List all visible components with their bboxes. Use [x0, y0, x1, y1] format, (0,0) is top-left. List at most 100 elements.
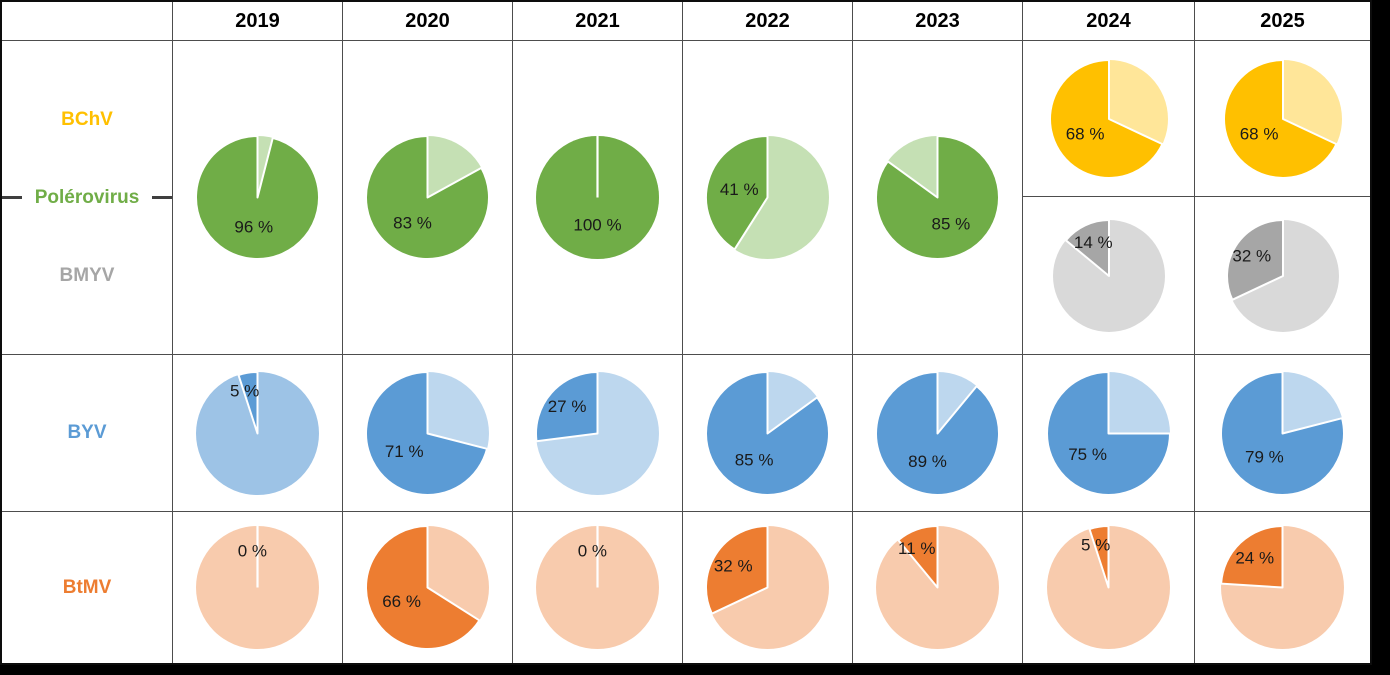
pie-value-label: 0 %	[238, 542, 267, 561]
pie-slice-value	[1225, 218, 1284, 301]
pie-chart-btmv-2019: 0 %	[196, 526, 319, 649]
year-label: 2025	[1260, 9, 1305, 32]
pie-chart-btmv-2021: 0 %	[536, 526, 659, 649]
pie-value-label: 27 %	[548, 397, 587, 416]
pie-cell-byv-2021: 27 %	[513, 355, 683, 512]
header-year-2020: 2020	[343, 2, 513, 41]
pie-value-label: 68 %	[1239, 124, 1278, 143]
header-year-2019: 2019	[173, 2, 343, 41]
pie-value-label: 75 %	[1068, 444, 1107, 463]
pie-value-label: 14 %	[1073, 233, 1112, 252]
pie-chart-polerovirus-2022: 41 %	[705, 135, 829, 259]
pie-chart-bmyv-2024: 14 %	[1052, 218, 1165, 332]
row-label-btmv: BtMV	[62, 576, 112, 598]
pie-slice-value	[1064, 218, 1110, 277]
pie-value-label: 11 %	[898, 539, 936, 558]
pie-chart-btmv-2022: 32 %	[705, 525, 829, 649]
pie-value-label: 32 %	[714, 556, 753, 575]
pie-cell-btmv-2022: 32 %	[683, 512, 853, 663]
year-label: 2020	[405, 9, 450, 32]
pie-cell-polerovirus-2020: 83 %	[343, 41, 513, 355]
pie-value-label: 85 %	[735, 450, 774, 469]
leader-dash-right	[151, 196, 172, 199]
header-year-2025: 2025	[1195, 2, 1370, 41]
pie-value-label: 100 %	[573, 216, 621, 235]
pie-slice-value	[1046, 370, 1171, 496]
pie-value-label: 5 %	[1081, 536, 1110, 555]
pie-slice-value	[1220, 525, 1284, 589]
pie-cell-bchv-2024: 68 %	[1023, 41, 1195, 197]
row-label-byv-cell: BYV	[2, 355, 173, 512]
pie-chart-byv-2025: 79 %	[1220, 370, 1345, 496]
pie-slice-value	[1222, 58, 1337, 179]
row-label-polerovirus-line: Polérovirus	[2, 187, 172, 209]
pie-cell-btmv-2023: 11 %	[853, 512, 1023, 663]
year-label: 2024	[1086, 9, 1131, 32]
row-label-polerovirus: Polérovirus	[34, 186, 140, 208]
pie-cell-polerovirus-2022: 41 %	[683, 41, 853, 355]
pie-cell-btmv-2021: 0 %	[513, 512, 683, 663]
header-year-2023: 2023	[853, 2, 1023, 41]
header-corner-cell	[2, 2, 173, 41]
year-label: 2023	[915, 9, 960, 32]
pie-chart-btmv-2025: 24 %	[1220, 525, 1344, 649]
pie-value-label: 66 %	[382, 592, 421, 611]
pie-slice-value	[875, 135, 1001, 260]
pie-value-label: 5 %	[230, 381, 259, 400]
pie-cell-btmv-2020: 66 %	[343, 512, 513, 663]
pie-slice-value	[365, 370, 489, 496]
pie-cell-byv-2020: 71 %	[343, 355, 513, 512]
pie-slice-value	[195, 135, 320, 260]
pie-value-label: 0 %	[578, 542, 607, 561]
pie-cell-bmyv-2025: 32 %	[1195, 197, 1370, 355]
pie-chart-btmv-2024: 5 %	[1047, 525, 1170, 649]
pie-slice-value	[365, 525, 481, 650]
pie-slice-value	[1088, 525, 1110, 589]
pie-chart-btmv-2020: 66 %	[365, 525, 489, 650]
pie-value-label: 32 %	[1232, 246, 1271, 265]
pie-slice-value	[1220, 370, 1345, 496]
pie-cell-byv-2023: 89 %	[853, 355, 1023, 512]
pie-chart-byv-2024: 75 %	[1046, 370, 1171, 496]
pie-cell-bchv-2025: 68 %	[1195, 41, 1370, 197]
pie-chart-byv-2019: 5 %	[196, 370, 319, 495]
pie-chart-byv-2020: 71 %	[365, 370, 489, 496]
pie-slice-value	[897, 525, 939, 589]
pie-cell-polerovirus-2021: 100 %	[513, 41, 683, 355]
pie-cell-byv-2025: 79 %	[1195, 355, 1370, 512]
pie-slice-value	[1048, 58, 1163, 179]
header-year-2021: 2021	[513, 2, 683, 41]
pie-value-label: 41 %	[720, 180, 759, 199]
pie-chart-polerovirus-2019: 96 %	[195, 135, 320, 260]
year-label: 2022	[745, 9, 790, 32]
pie-cell-btmv-2019: 0 %	[173, 512, 343, 663]
pie-slice-value	[704, 370, 830, 496]
pie-chart-bchv-2025: 68 %	[1222, 58, 1342, 179]
pie-chart-polerovirus-2020: 83 %	[365, 135, 490, 260]
pie-slice-value	[365, 135, 490, 260]
pie-cell-byv-2024: 75 %	[1023, 355, 1195, 512]
pie-slice-value	[705, 525, 769, 615]
year-label: 2021	[575, 9, 620, 32]
pie-cell-btmv-2025: 24 %	[1195, 512, 1370, 663]
pie-slice-value	[237, 370, 259, 434]
pie-slice-value	[875, 370, 1000, 496]
pie-cell-btmv-2024: 5 %	[1023, 512, 1195, 663]
pie-chart-btmv-2023: 11 %	[876, 525, 999, 649]
pie-value-label: 96 %	[234, 217, 273, 236]
pie-slice-value	[705, 135, 769, 251]
row-label-bmyv: BMYV	[59, 264, 115, 286]
leader-dash-left	[2, 196, 22, 199]
pie-cell-byv-2022: 85 %	[683, 355, 853, 512]
row-label-byv: BYV	[67, 422, 107, 443]
pie-chart-bmyv-2025: 32 %	[1225, 218, 1339, 332]
year-label: 2019	[235, 9, 280, 32]
header-year-2022: 2022	[683, 2, 853, 41]
pie-value-label: 24 %	[1235, 548, 1274, 567]
row-label-polerovirus-group: BChV Polérovirus BMYV	[2, 41, 173, 355]
pie-value-label: 85 %	[932, 214, 971, 233]
pie-value-label: 68 %	[1065, 124, 1104, 143]
pie-cell-byv-2019: 5 %	[173, 355, 343, 512]
pie-slice-value	[535, 370, 599, 442]
